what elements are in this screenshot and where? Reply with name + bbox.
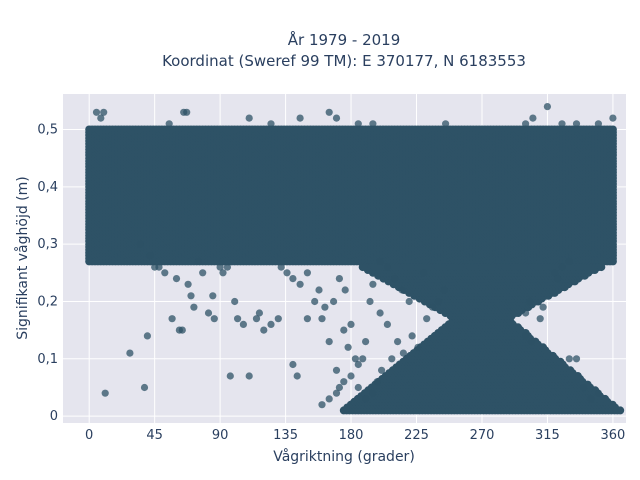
chart-title: År 1979 - 2019 [288, 30, 401, 49]
chart-subtitle: Koordinat (Sweref 99 TM): E 370177, N 61… [162, 52, 526, 70]
data-points [85, 103, 625, 415]
